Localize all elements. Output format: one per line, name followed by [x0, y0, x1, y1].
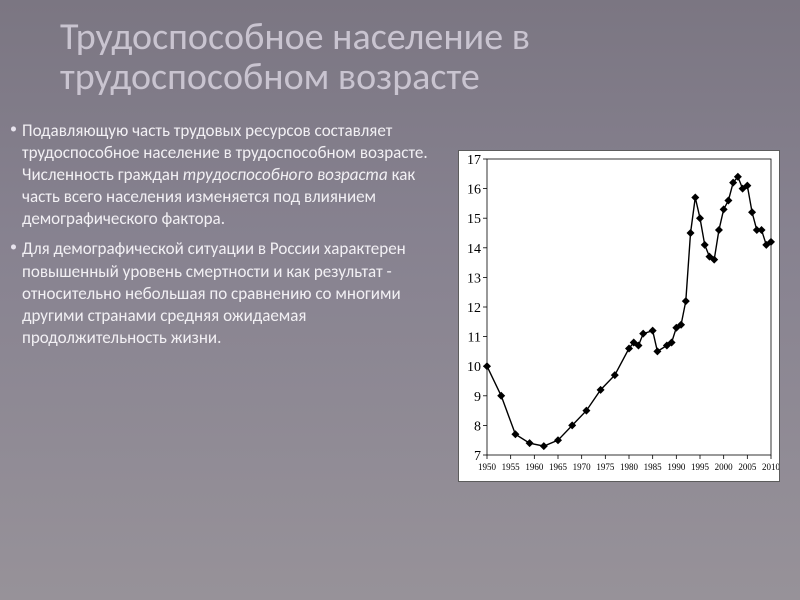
page-title: Трудоспособное население в трудоспособно…: [60, 18, 760, 98]
svg-text:1970: 1970: [573, 462, 592, 472]
svg-text:1960: 1960: [525, 462, 544, 472]
slide: Трудоспособное население в трудоспособно…: [0, 0, 800, 600]
svg-text:1965: 1965: [549, 462, 568, 472]
svg-text:1955: 1955: [502, 462, 521, 472]
svg-text:8: 8: [474, 419, 481, 434]
svg-text:12: 12: [467, 301, 481, 316]
svg-text:1975: 1975: [596, 462, 615, 472]
chart-svg: 7891011121314151617195019551960196519701…: [459, 151, 779, 481]
bullet-list: Подавляющую часть трудовых ресурсов сост…: [10, 120, 450, 349]
svg-text:11: 11: [468, 331, 481, 346]
list-item: Для демографической ситуации в России ха…: [10, 238, 450, 348]
body-text: Подавляющую часть трудовых ресурсов сост…: [10, 120, 450, 357]
svg-text:9: 9: [474, 390, 481, 405]
svg-text:10: 10: [467, 360, 481, 375]
svg-text:16: 16: [467, 183, 481, 198]
list-item: Подавляющую часть трудовых ресурсов сост…: [10, 120, 450, 230]
svg-text:15: 15: [467, 212, 481, 227]
svg-text:2010: 2010: [762, 462, 779, 472]
line-chart: 7891011121314151617195019551960196519701…: [458, 150, 780, 482]
svg-text:2000: 2000: [715, 462, 734, 472]
svg-text:17: 17: [467, 153, 481, 168]
svg-text:1980: 1980: [620, 462, 639, 472]
svg-text:1990: 1990: [667, 462, 686, 472]
svg-text:1950: 1950: [478, 462, 497, 472]
svg-text:2005: 2005: [738, 462, 757, 472]
svg-text:1985: 1985: [644, 462, 663, 472]
svg-text:1995: 1995: [691, 462, 710, 472]
svg-text:14: 14: [467, 242, 481, 257]
svg-text:13: 13: [467, 271, 481, 286]
